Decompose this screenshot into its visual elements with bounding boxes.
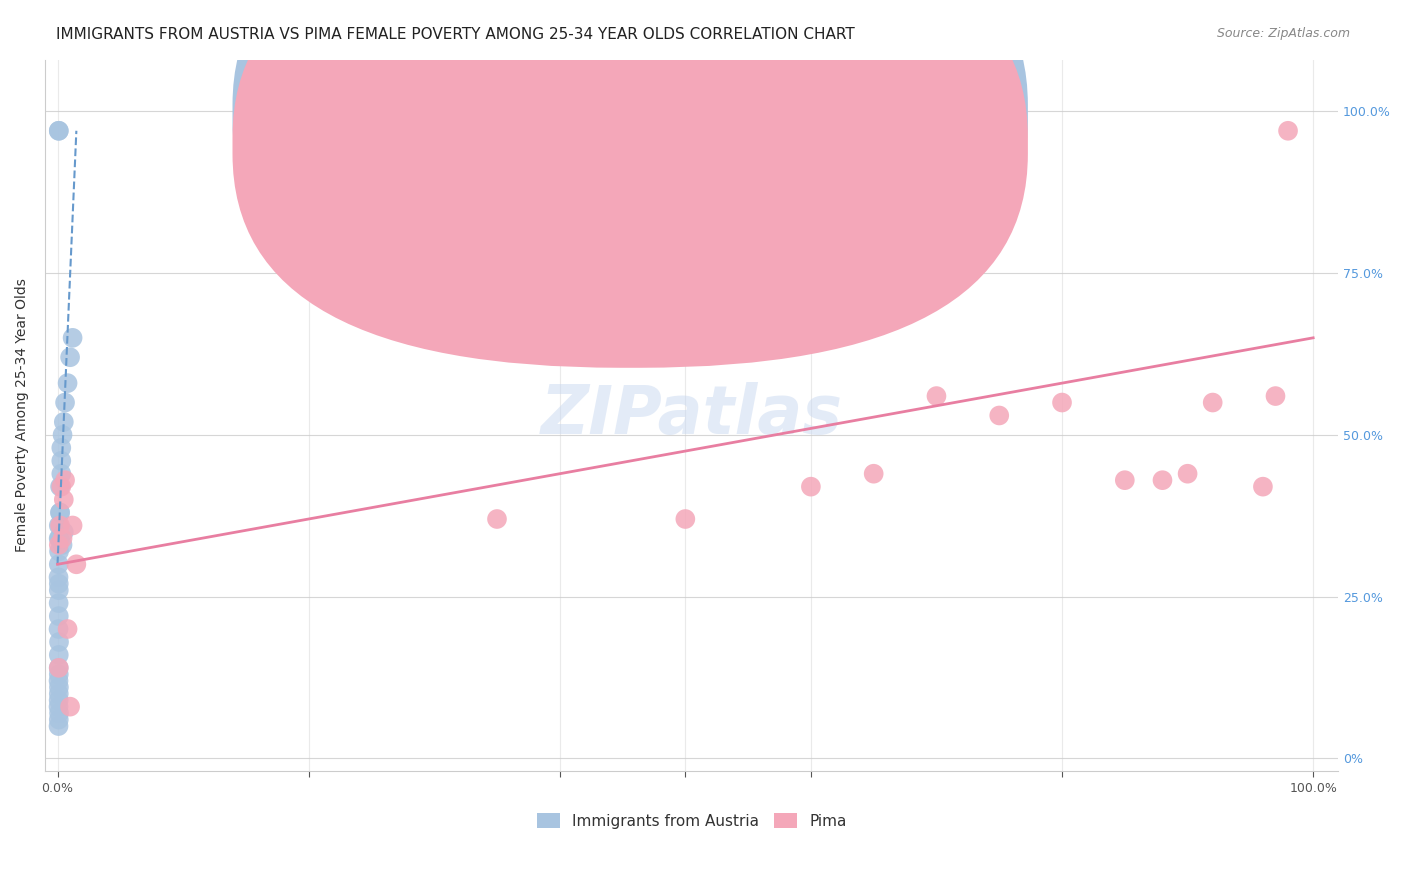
Pima — [1050, 395, 1073, 409]
Immigrants from Austria — [51, 441, 73, 455]
Text: Source: ZipAtlas.com: Source: ZipAtlas.com — [1216, 27, 1350, 40]
Text: R =: R = — [647, 149, 679, 163]
Text: ZIPatlas: ZIPatlas — [541, 383, 842, 449]
Legend: Immigrants from Austria, Pima: Immigrants from Austria, Pima — [530, 806, 852, 835]
Immigrants from Austria — [56, 376, 79, 391]
Immigrants from Austria — [48, 673, 70, 688]
Immigrants from Austria — [48, 570, 70, 584]
Immigrants from Austria — [48, 719, 70, 733]
Pima — [1277, 124, 1299, 138]
Immigrants from Austria — [51, 538, 73, 552]
Text: 25: 25 — [841, 149, 862, 163]
Immigrants from Austria — [48, 667, 70, 681]
Pima — [53, 473, 76, 487]
Immigrants from Austria — [48, 648, 70, 662]
Immigrants from Austria — [48, 713, 70, 727]
Pima — [862, 467, 884, 481]
Immigrants from Austria — [48, 706, 70, 720]
Text: 39: 39 — [841, 117, 862, 131]
Pima — [52, 492, 75, 507]
Immigrants from Austria — [48, 680, 70, 694]
Immigrants from Austria — [48, 699, 70, 714]
Pima — [65, 558, 87, 572]
Text: 0.488: 0.488 — [692, 149, 740, 163]
Text: 0.208: 0.208 — [692, 117, 740, 131]
Immigrants from Austria — [52, 524, 75, 539]
FancyBboxPatch shape — [232, 0, 1028, 335]
Immigrants from Austria — [48, 124, 70, 138]
Immigrants from Austria — [51, 467, 73, 481]
Immigrants from Austria — [48, 583, 70, 598]
Pima — [62, 518, 84, 533]
Immigrants from Austria — [48, 635, 70, 649]
Pima — [1202, 395, 1225, 409]
Immigrants from Austria — [48, 596, 70, 610]
Pima — [48, 538, 70, 552]
Pima — [56, 622, 79, 636]
Text: N =: N = — [769, 117, 813, 131]
Immigrants from Austria — [53, 395, 76, 409]
Pima — [51, 480, 73, 494]
Text: IMMIGRANTS FROM AUSTRIA VS PIMA FEMALE POVERTY AMONG 25-34 YEAR OLDS CORRELATION: IMMIGRANTS FROM AUSTRIA VS PIMA FEMALE P… — [56, 27, 855, 42]
Immigrants from Austria — [48, 532, 70, 546]
Immigrants from Austria — [48, 661, 70, 675]
Pima — [49, 518, 72, 533]
Immigrants from Austria — [59, 350, 82, 364]
Immigrants from Austria — [48, 693, 70, 707]
Immigrants from Austria — [48, 609, 70, 624]
Pima — [1264, 389, 1286, 403]
Immigrants from Austria — [48, 544, 70, 558]
Text: N =: N = — [769, 149, 813, 163]
Pima — [673, 512, 696, 526]
Immigrants from Austria — [49, 480, 72, 494]
Immigrants from Austria — [49, 506, 72, 520]
Pima — [59, 699, 82, 714]
FancyBboxPatch shape — [602, 81, 988, 187]
Pima — [1251, 480, 1274, 494]
Y-axis label: Female Poverty Among 25-34 Year Olds: Female Poverty Among 25-34 Year Olds — [15, 278, 30, 552]
Immigrants from Austria — [48, 518, 70, 533]
Pima — [1152, 473, 1174, 487]
Immigrants from Austria — [52, 415, 75, 429]
Pima — [988, 409, 1011, 423]
Immigrants from Austria — [62, 331, 84, 345]
Immigrants from Austria — [48, 558, 70, 572]
Pima — [51, 532, 73, 546]
Pima — [925, 389, 948, 403]
Immigrants from Austria — [48, 622, 70, 636]
Text: R =: R = — [647, 117, 679, 131]
Pima — [1114, 473, 1136, 487]
Pima — [800, 480, 823, 494]
Pima — [485, 512, 508, 526]
Immigrants from Austria — [48, 124, 70, 138]
Pima — [48, 661, 70, 675]
Immigrants from Austria — [48, 532, 70, 546]
Immigrants from Austria — [51, 454, 73, 468]
Pima — [1177, 467, 1199, 481]
Immigrants from Austria — [49, 506, 72, 520]
Immigrants from Austria — [48, 576, 70, 591]
Immigrants from Austria — [51, 428, 73, 442]
Immigrants from Austria — [48, 687, 70, 701]
FancyBboxPatch shape — [232, 0, 1028, 368]
